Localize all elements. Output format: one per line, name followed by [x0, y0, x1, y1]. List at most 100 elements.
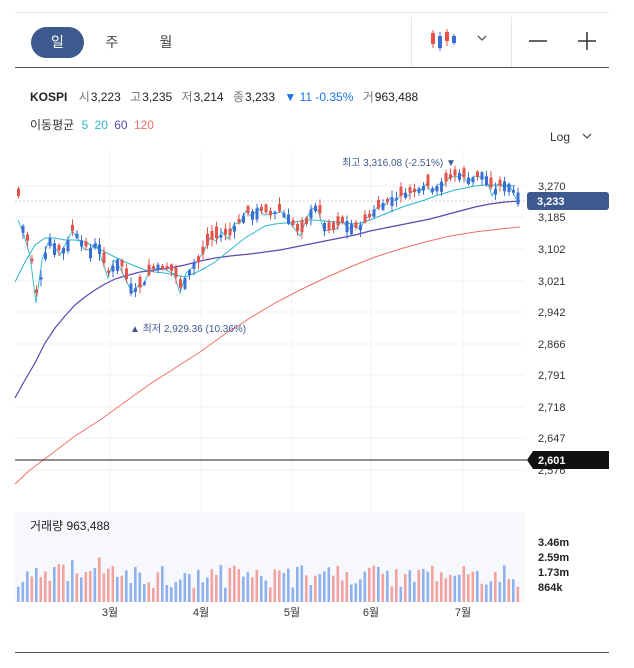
volume-bar: [408, 570, 412, 602]
candlestick-icon: [431, 29, 456, 51]
volume-bar: [75, 573, 79, 602]
volume-bar: [377, 566, 380, 602]
candle-body: [435, 186, 439, 192]
candle-body: [408, 187, 412, 193]
volume-bar: [39, 577, 43, 602]
volume-bar: [251, 577, 254, 602]
close-label: 종: [232, 90, 244, 104]
volume-bar: [224, 587, 227, 602]
volume-bar: [476, 570, 479, 602]
candle-body: [273, 211, 277, 215]
candle-body: [404, 192, 407, 198]
volume-bar: [116, 576, 119, 602]
candle-body: [188, 270, 191, 276]
candlesticks: [17, 165, 520, 298]
volume-bar: [489, 581, 493, 602]
ma-5: 5: [81, 118, 89, 132]
candle-body: [287, 214, 290, 224]
volume-label: 거: [362, 90, 374, 104]
candle-body: [129, 283, 133, 294]
toolbar-divider: [15, 67, 609, 68]
candle-body: [134, 288, 137, 292]
volume-bar: [449, 574, 452, 602]
volume-bar: [444, 578, 448, 602]
volume-bar: [512, 579, 515, 602]
candle-body: [431, 188, 434, 192]
volume-bar: [66, 581, 70, 602]
candle-body: [305, 217, 308, 224]
bottom-divider: [15, 652, 609, 653]
candle-body: [224, 228, 227, 235]
candle-body: [368, 213, 371, 218]
candle-body: [278, 203, 281, 212]
ma120-line: [14, 226, 521, 485]
volume-bar: [215, 574, 218, 602]
tab-month[interactable]: 월: [159, 34, 173, 50]
month-label: 3월: [102, 606, 118, 619]
candle-body: [48, 238, 52, 246]
candle-body: [35, 289, 38, 293]
volume-value: 963,488: [374, 90, 419, 104]
volume-axis-label: 3.46m: [538, 537, 569, 549]
volume-bar: [129, 583, 133, 602]
tab-week[interactable]: 주: [105, 34, 119, 50]
candle-body: [192, 263, 196, 269]
volume-axis-label: 864k: [538, 582, 563, 594]
candle-body: [242, 215, 245, 223]
candle-body: [44, 252, 47, 260]
candle-body: [30, 258, 34, 262]
month-label: 6월: [363, 606, 379, 619]
volume-bar: [192, 587, 196, 602]
candle-body: [417, 188, 421, 193]
chart-type-selector[interactable]: [428, 26, 498, 54]
candle-body: [372, 209, 376, 217]
candle-body: [314, 205, 317, 212]
volume-bar: [273, 569, 277, 602]
volume-bar: [363, 571, 367, 602]
volume-bar: [395, 569, 398, 602]
candle-body: [66, 240, 70, 252]
volume-bar: [282, 573, 286, 602]
tab-day[interactable]: 일: [31, 27, 84, 58]
volume-bar: [300, 565, 304, 602]
volume-bar: [323, 571, 326, 602]
volume-bar: [516, 586, 520, 602]
volume-bar: [93, 567, 97, 602]
price-axis-label: 2,647: [538, 433, 566, 445]
volume-axis-label: 1.73m: [538, 567, 569, 579]
volume-bar: [233, 565, 236, 602]
candle-body: [57, 245, 61, 251]
volume-bar: [435, 581, 439, 602]
volume-bar: [399, 586, 403, 602]
candle-body: [341, 216, 344, 223]
minus-icon: [529, 40, 547, 42]
price-axis-label: 3,021: [538, 276, 566, 288]
volume-bar: [210, 569, 214, 602]
volume-bar: [197, 569, 200, 602]
change-value: ▼ 11 -0.35%: [284, 90, 354, 104]
volume-bar: [296, 566, 299, 602]
volume-bar: [318, 573, 322, 602]
candle-body: [260, 206, 263, 211]
candle-body: [296, 224, 299, 231]
candle-body: [426, 174, 430, 187]
volume-bar: [120, 575, 124, 602]
volume-bar: [44, 571, 47, 602]
candle-body: [444, 172, 448, 182]
volume-bar: [156, 572, 160, 602]
candle-body: [152, 266, 155, 269]
candle-body: [246, 205, 250, 214]
top-divider: [15, 12, 609, 13]
candle-body: [413, 188, 416, 193]
candle-body: [471, 177, 475, 183]
scale-mode-selector[interactable]: Log: [550, 130, 592, 144]
candle-body: [485, 176, 488, 186]
volume-bar: [111, 566, 115, 602]
moving-average-legend[interactable]: 이동평균 5 20 60 120: [30, 116, 158, 133]
zoom-in-button[interactable]: [575, 30, 599, 52]
volume-bar: [89, 570, 92, 602]
volume-bar: [183, 572, 187, 602]
candle-body: [480, 172, 484, 180]
zoom-out-button[interactable]: [526, 30, 550, 52]
